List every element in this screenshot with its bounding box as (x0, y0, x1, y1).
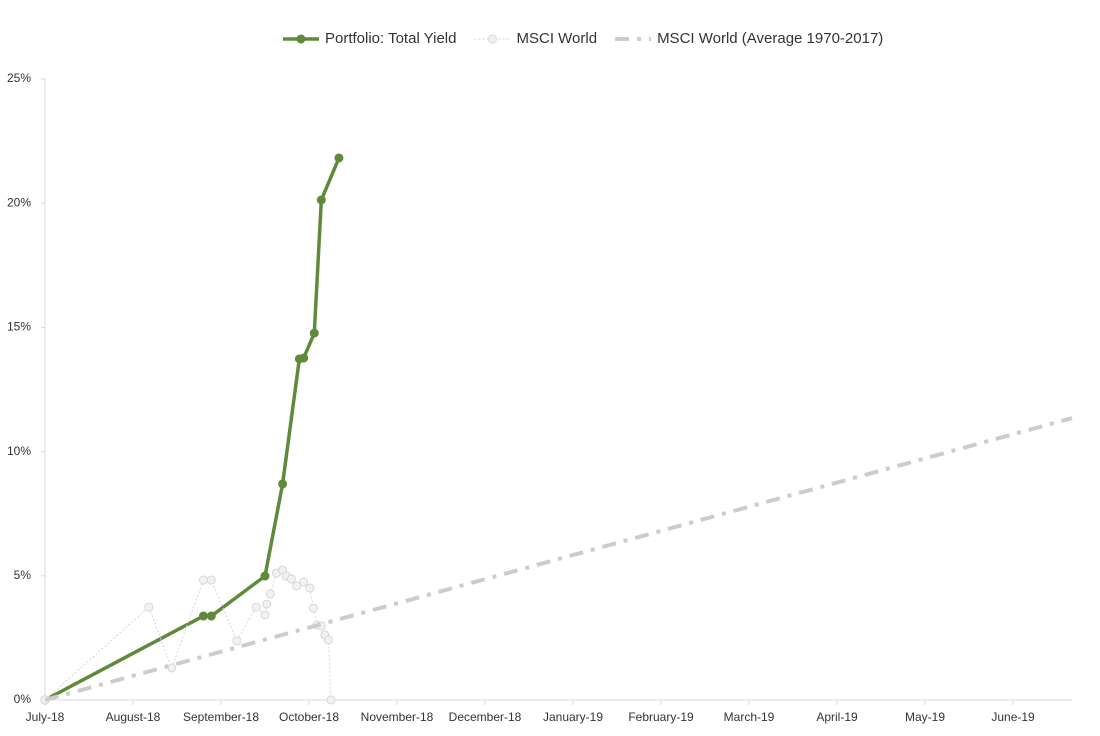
y-tick-label: 20% (7, 195, 31, 209)
x-tick-label: August-18 (106, 710, 161, 724)
x-tick-label: April-19 (816, 710, 858, 724)
x-tick-label: September-18 (183, 710, 259, 724)
point (144, 602, 154, 612)
point (260, 571, 270, 581)
x-tick-label: February-19 (628, 710, 694, 724)
legend-marker (487, 34, 497, 44)
x-tick-label: November-18 (361, 710, 434, 724)
x-tick-label: June-19 (991, 710, 1035, 724)
point (299, 353, 309, 363)
series-line (44, 157, 341, 702)
point (305, 583, 315, 593)
point (292, 581, 302, 591)
legend-label: MSCI World (516, 30, 597, 47)
point (206, 611, 216, 621)
point (198, 611, 208, 621)
series-line (44, 416, 1073, 702)
point (278, 479, 288, 489)
point (309, 328, 319, 338)
y-tick-label: 5% (14, 568, 32, 582)
y-tick-label: 25% (7, 71, 31, 85)
point (334, 153, 344, 163)
point (308, 603, 318, 613)
point (232, 636, 242, 646)
legend-label: MSCI World (Average 1970-2017) (657, 30, 883, 47)
point (323, 635, 333, 645)
x-tick-label: October-18 (279, 710, 339, 724)
point (286, 574, 296, 584)
point (316, 195, 326, 205)
point (262, 599, 272, 609)
point (265, 589, 275, 599)
legend-marker (296, 34, 306, 44)
x-tick-label: May-19 (905, 710, 945, 724)
point (299, 577, 309, 587)
point (260, 610, 270, 620)
point (198, 575, 208, 585)
x-tick-label: July-18 (26, 710, 65, 724)
point (206, 575, 216, 585)
x-tick-label: March-19 (724, 710, 775, 724)
x-tick-label: January-19 (543, 710, 603, 724)
y-tick-label: 15% (7, 320, 31, 334)
y-tick-label: 10% (7, 444, 31, 458)
y-tick-label: 0% (14, 692, 32, 706)
point (326, 695, 336, 705)
x-tick-label: December-18 (449, 710, 522, 724)
point (251, 602, 261, 612)
legend-label: Portfolio: Total Yield (325, 30, 456, 47)
legend: Portfolio: Total Yield MSCI World MSCI Wor… (283, 30, 883, 47)
